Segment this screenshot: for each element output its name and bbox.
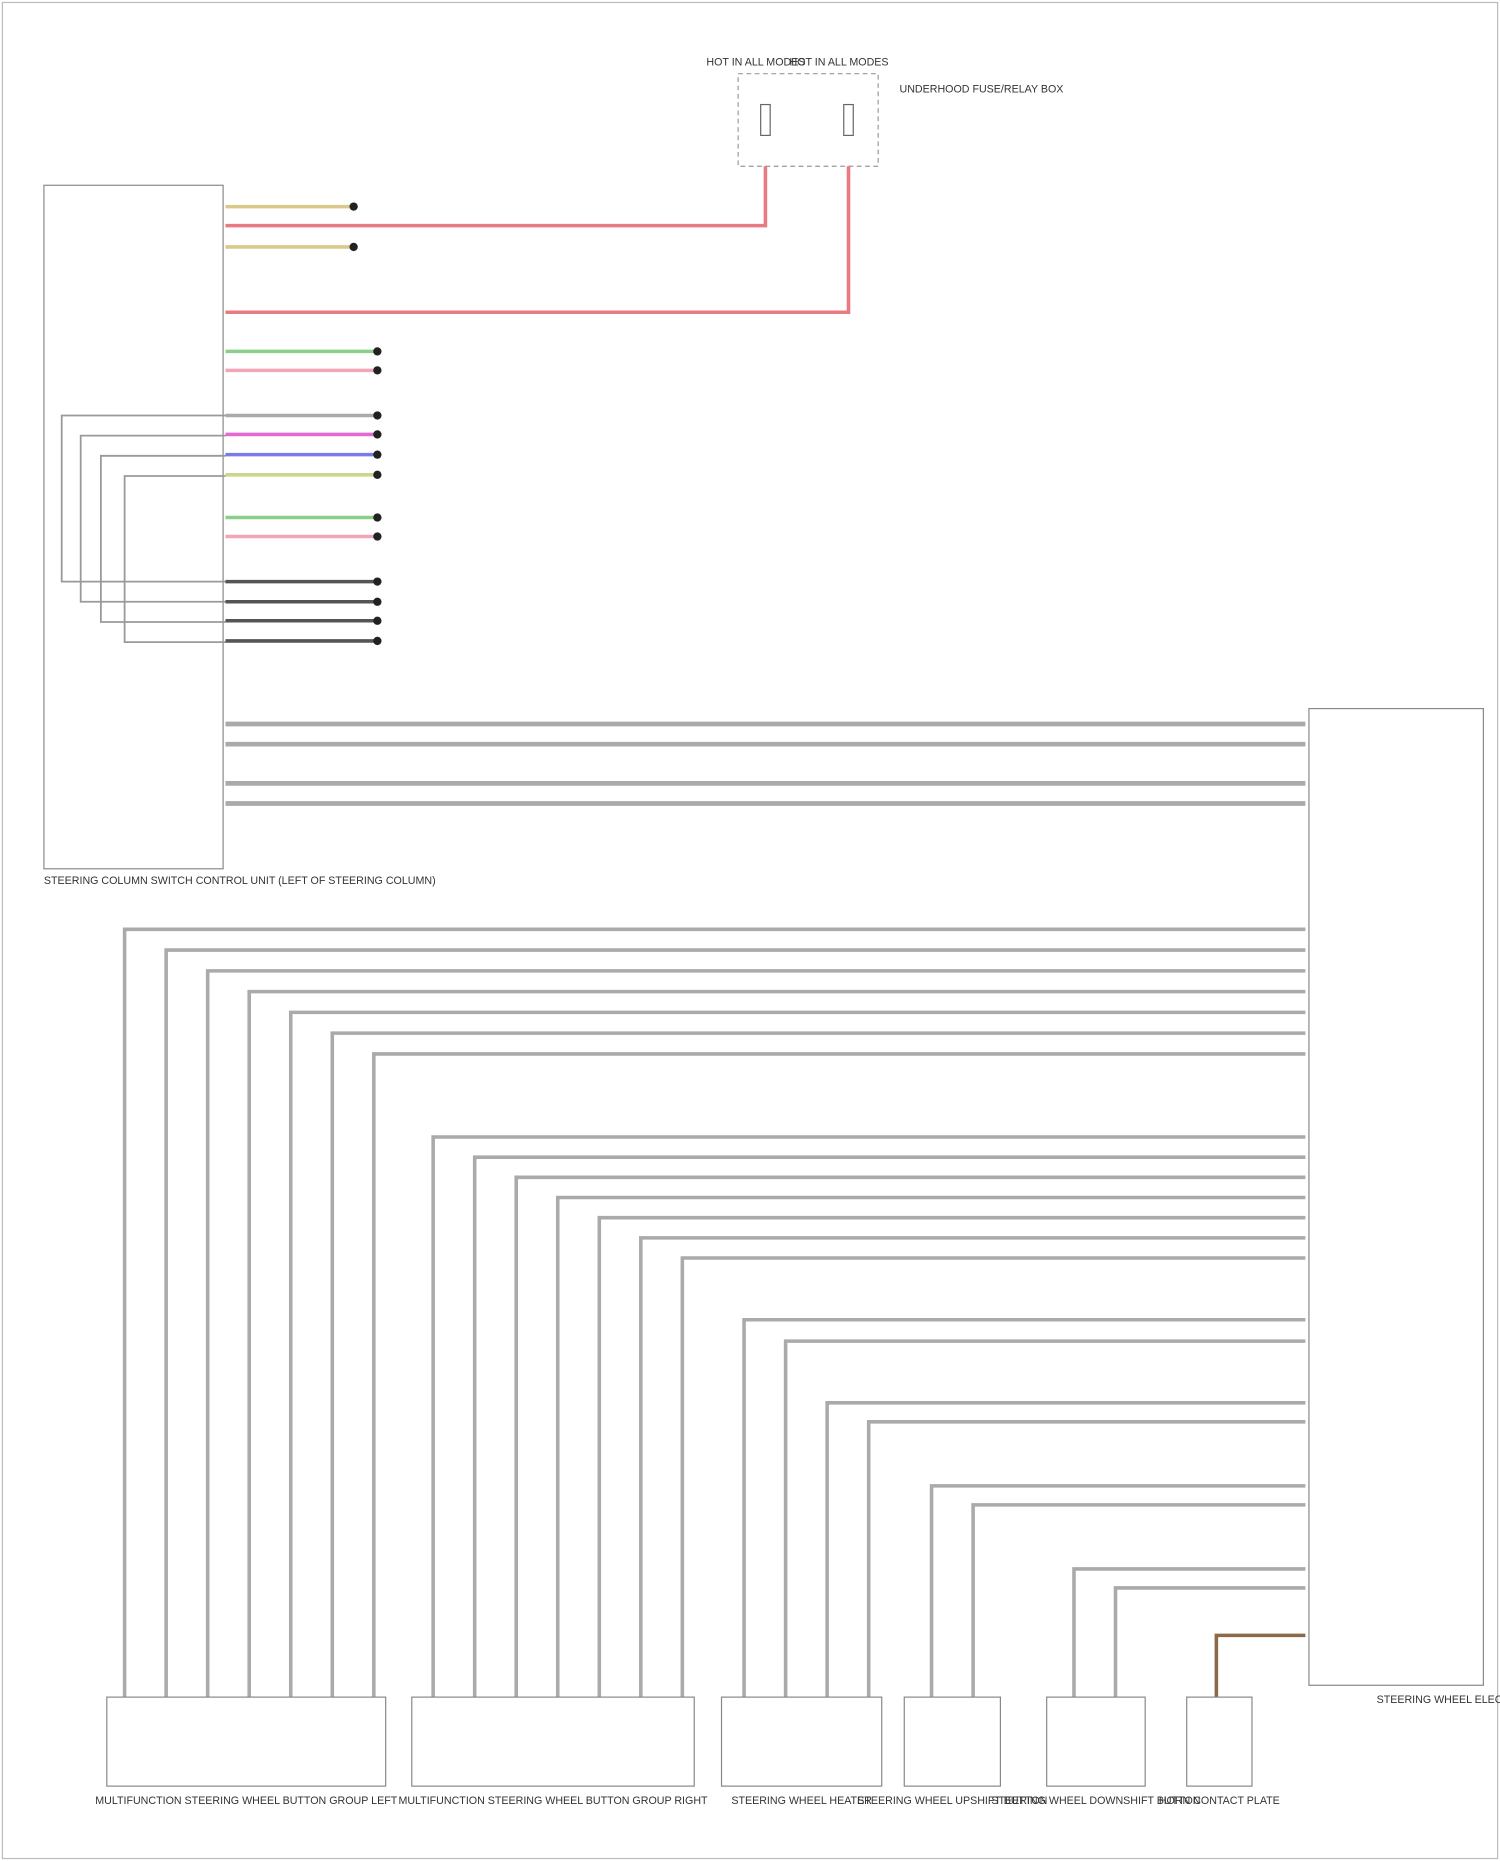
splice bbox=[373, 616, 382, 625]
wire bbox=[1113, 1586, 1306, 1698]
module-label: STEERING WHEEL ELECTRONICS (CENTER OF ST… bbox=[1377, 1694, 1500, 1706]
splice bbox=[373, 411, 382, 420]
wire bbox=[639, 1236, 1306, 1698]
splice bbox=[373, 577, 382, 586]
splice bbox=[373, 366, 382, 375]
component bbox=[903, 1696, 1001, 1787]
component-label: STEERING WHEEL DOWNSHIFT BUTTON bbox=[991, 1795, 1200, 1807]
wire bbox=[123, 475, 226, 644]
wire bbox=[225, 166, 851, 315]
fuse bbox=[760, 103, 771, 136]
splice bbox=[349, 242, 358, 252]
wire bbox=[372, 1052, 1306, 1698]
wire bbox=[929, 1484, 1306, 1698]
wire bbox=[1214, 1633, 1306, 1698]
wire bbox=[164, 948, 1306, 1698]
module-label: STEERING COLUMN SWITCH CONTROL UNIT (LEF… bbox=[44, 875, 436, 887]
wire bbox=[742, 1317, 1306, 1698]
splice bbox=[373, 430, 382, 439]
component-label: STEERING WHEEL HEATER bbox=[731, 1795, 872, 1807]
component-label: MULTIFUNCTION STEERING WHEEL BUTTON GROU… bbox=[398, 1795, 708, 1807]
wire bbox=[971, 1503, 1306, 1698]
right-module bbox=[1308, 707, 1484, 1686]
fuse-label: HOT IN ALL MODES bbox=[789, 56, 888, 68]
wire bbox=[680, 1256, 1306, 1698]
wire bbox=[122, 927, 1306, 1698]
wire bbox=[247, 989, 1306, 1698]
wire bbox=[555, 1195, 1306, 1698]
component-label: MULTIFUNCTION STEERING WHEEL BUTTON GROU… bbox=[95, 1795, 397, 1807]
wire bbox=[1072, 1567, 1306, 1698]
component bbox=[720, 1696, 883, 1787]
wire bbox=[99, 454, 226, 623]
wire bbox=[60, 414, 226, 583]
wire bbox=[225, 166, 768, 228]
left-module bbox=[43, 184, 224, 870]
fuse bbox=[843, 103, 854, 136]
component bbox=[411, 1696, 695, 1787]
splice bbox=[373, 636, 382, 646]
splice bbox=[373, 470, 382, 479]
wire bbox=[472, 1155, 1306, 1698]
wire bbox=[79, 434, 226, 603]
splice bbox=[373, 532, 382, 541]
wire bbox=[825, 1401, 1306, 1698]
splice bbox=[349, 202, 358, 211]
component-label: HORN CONTACT PLATE bbox=[1159, 1795, 1280, 1807]
wire bbox=[205, 969, 1306, 1698]
component bbox=[106, 1696, 387, 1787]
component bbox=[1046, 1696, 1146, 1787]
component bbox=[1186, 1696, 1253, 1787]
splice bbox=[373, 513, 382, 522]
fuse-box-label: UNDERHOOD FUSE/RELAY BOX bbox=[900, 84, 1064, 96]
wire bbox=[597, 1215, 1306, 1698]
component-label: STEERING WHEEL UPSHIFT BUTTON bbox=[857, 1795, 1047, 1807]
splice bbox=[373, 347, 382, 356]
wire bbox=[288, 1010, 1306, 1698]
fuse-box bbox=[737, 73, 879, 167]
wire bbox=[514, 1175, 1306, 1698]
wire bbox=[866, 1420, 1306, 1698]
fuse-label: HOT IN ALL MODES bbox=[706, 56, 805, 68]
splice bbox=[373, 597, 382, 606]
wire bbox=[431, 1135, 1306, 1698]
wire bbox=[783, 1339, 1306, 1698]
wire bbox=[330, 1031, 1306, 1698]
splice bbox=[373, 450, 382, 459]
